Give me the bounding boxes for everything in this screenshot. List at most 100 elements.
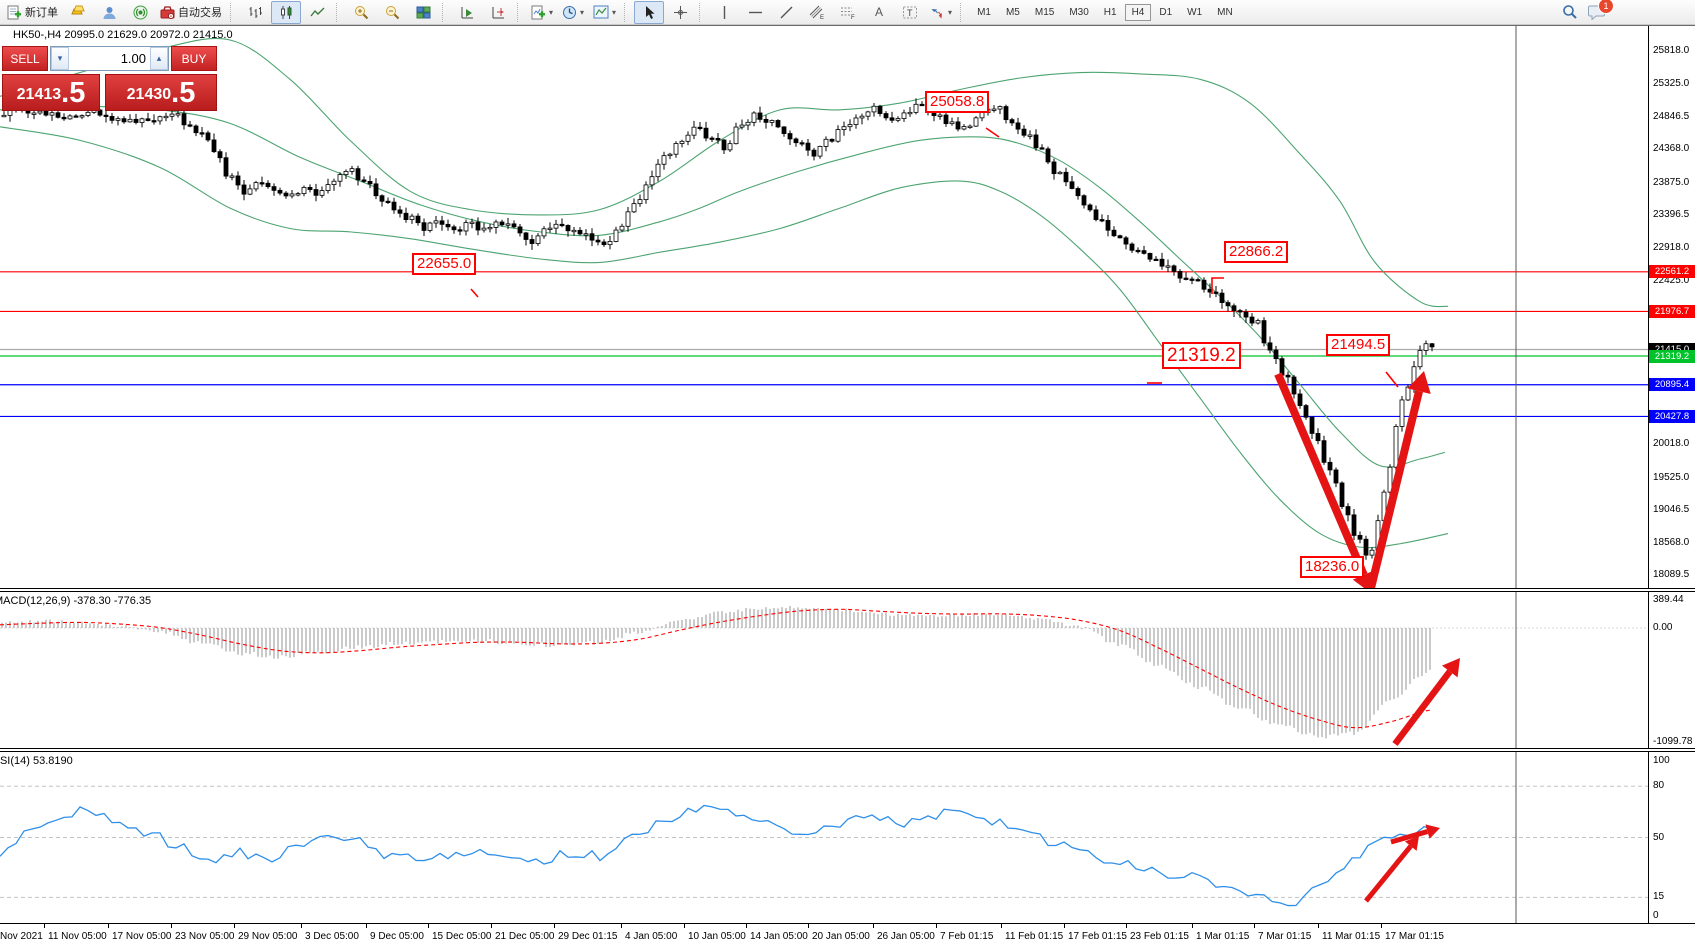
time-axis-tick xyxy=(808,924,809,928)
time-axis-tick xyxy=(1126,924,1127,928)
svg-text:T: T xyxy=(907,8,913,18)
new-chart-button[interactable]: ▾ xyxy=(527,1,557,24)
rsi-axis-tick: 15 xyxy=(1653,891,1665,903)
one-click-trade-widget: SELL ▾ 1.00 ▴ BUY 21413 .5 21430 .5 xyxy=(2,46,217,111)
tile-windows-button[interactable] xyxy=(408,1,438,24)
time-axis-tick xyxy=(1064,924,1065,928)
auto-trading-label: 自动交易 xyxy=(178,7,222,19)
price-callout-label[interactable]: 21494.5 xyxy=(1326,334,1391,356)
time-axis-tick xyxy=(746,924,747,928)
template-icon xyxy=(593,5,609,19)
timeframe-m1[interactable]: M1 xyxy=(977,6,991,18)
vertical-line-tool[interactable] xyxy=(709,1,739,24)
auto-scroll-button[interactable] xyxy=(452,1,482,24)
timeframe-m30[interactable]: M30 xyxy=(1069,6,1089,18)
macd-pane[interactable] xyxy=(0,592,1695,748)
shapes-tool[interactable]: ▾ xyxy=(926,1,956,24)
chat-button[interactable]: 1 xyxy=(1588,0,1614,20)
profile-button[interactable] xyxy=(94,1,124,24)
zoom-out-button[interactable] xyxy=(377,1,407,24)
period-button[interactable]: ▾ xyxy=(558,1,588,24)
price-callout-label[interactable]: 18236.0 xyxy=(1300,556,1365,578)
toolbar: 新订单 自动交易 xyxy=(0,0,1695,25)
timeframe-m5[interactable]: M5 xyxy=(1005,6,1020,18)
price-axis-tick: 22918.0 xyxy=(1653,241,1690,253)
svg-text:F: F xyxy=(851,15,855,20)
volume-increase-button[interactable]: ▴ xyxy=(150,47,168,70)
buy-price-box[interactable]: 21430 .5 xyxy=(105,74,217,111)
line-chart-button[interactable] xyxy=(302,1,332,24)
time-axis-tick xyxy=(366,924,367,928)
time-axis-label: Nov 2021 xyxy=(0,931,43,942)
price-axis-tick: 25818.0 xyxy=(1653,45,1690,56)
price-callout-label[interactable]: 21319.2 xyxy=(1162,342,1241,369)
price-axis-tick: 18089.5 xyxy=(1653,568,1690,580)
channel-tool[interactable]: E xyxy=(802,1,832,24)
time-axis-tick xyxy=(234,924,235,928)
text-tool[interactable]: A xyxy=(875,5,884,19)
timeframe-h4[interactable]: H4 xyxy=(1124,3,1152,21)
time-axis-tick xyxy=(1318,924,1319,928)
gold-button[interactable] xyxy=(63,1,93,24)
horizontal-line-tool[interactable] xyxy=(740,1,770,24)
candlestick-chart-icon xyxy=(280,5,291,19)
price-callout-label[interactable]: 25058.8 xyxy=(925,91,990,113)
pane-separator[interactable] xyxy=(0,588,1695,592)
price-level-box: 20895.4 xyxy=(1649,378,1695,392)
arrows-shapes-icon xyxy=(931,8,942,19)
new-order-button[interactable]: 新订单 xyxy=(3,1,62,24)
vertical-line-icon xyxy=(723,5,725,19)
bar-chart-button[interactable] xyxy=(240,1,270,24)
price-callout-label[interactable]: 22655.0 xyxy=(412,253,477,275)
timeframe-w1[interactable]: W1 xyxy=(1187,6,1203,18)
main-chart-pane[interactable] xyxy=(0,26,1695,588)
price-level-box: 22561.2 xyxy=(1649,265,1695,279)
sell-button[interactable]: SELL xyxy=(2,46,48,71)
timeframe-mn[interactable]: MN xyxy=(1217,6,1233,18)
pane-separator[interactable] xyxy=(0,748,1695,752)
price-axis-tick: 22425.0 xyxy=(1653,275,1690,287)
timeframe-d1[interactable]: D1 xyxy=(1159,6,1173,18)
cursor-button[interactable] xyxy=(634,0,665,24)
time-axis-label: 20 Jan 05:00 xyxy=(812,931,870,942)
sell-price-box[interactable]: 21413 .5 xyxy=(2,74,100,111)
toolbar-right: 1 xyxy=(1562,0,1614,20)
template-button[interactable]: ▾ xyxy=(589,1,620,24)
crosshair-button[interactable] xyxy=(665,1,695,24)
equidistant-channel-icon: E xyxy=(809,5,824,20)
buy-button[interactable]: BUY xyxy=(171,46,217,71)
zoom-in-button[interactable] xyxy=(346,1,376,24)
price-axis-tick: 19046.5 xyxy=(1653,504,1690,516)
price-level-box: 20427.8 xyxy=(1649,409,1695,423)
time-axis[interactable]: Nov 2021 11 Nov 05:00 17 Nov 05:00 23 Nov 0… xyxy=(0,923,1695,946)
timeframe-h1[interactable]: H1 xyxy=(1103,6,1117,18)
signal-icon xyxy=(133,5,147,19)
time-axis-tick xyxy=(936,924,937,928)
trendline-tool[interactable] xyxy=(771,1,801,24)
rsi-axis-tick: 80 xyxy=(1653,780,1665,792)
auto-trading-button[interactable]: 自动交易 xyxy=(156,1,226,24)
time-axis-tick xyxy=(428,924,429,928)
toolbar-separator xyxy=(336,2,342,22)
chart-shift-button[interactable] xyxy=(483,1,513,24)
toolbar-separator xyxy=(517,2,523,22)
price-callout-label[interactable]: 22866.2 xyxy=(1224,241,1289,263)
candlestick-chart-button[interactable] xyxy=(271,0,301,24)
time-axis-tick xyxy=(108,924,109,928)
signal-button[interactable] xyxy=(125,1,155,24)
rsi-pane[interactable] xyxy=(0,752,1695,923)
volume-value[interactable]: 1.00 xyxy=(120,51,146,66)
time-axis-label: 29 Dec 01:15 xyxy=(558,931,618,942)
timeframe-m15[interactable]: M15 xyxy=(1034,6,1055,18)
volume-decrease-button[interactable]: ▾ xyxy=(51,47,69,70)
text-label-tool[interactable]: T xyxy=(895,1,925,24)
search-icon[interactable] xyxy=(1562,4,1578,20)
time-axis-tick xyxy=(684,924,685,928)
text-label-icon: T xyxy=(903,6,918,18)
toolbar-separator xyxy=(624,2,630,22)
time-axis-label: 4 Jan 05:00 xyxy=(625,931,678,942)
zoom-out-icon xyxy=(385,5,399,19)
cursor-icon xyxy=(645,5,655,19)
fibonacci-tool[interactable]: F xyxy=(833,1,863,24)
